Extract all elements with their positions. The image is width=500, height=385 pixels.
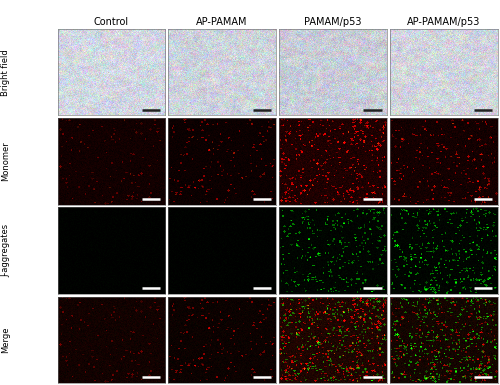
Text: Bright field: Bright field — [1, 49, 10, 95]
Text: AP-PAMAM/p53: AP-PAMAM/p53 — [407, 17, 480, 27]
Text: Merge: Merge — [1, 326, 10, 353]
Text: J-aggregates: J-aggregates — [1, 224, 10, 277]
Text: AP-PAMAM: AP-PAMAM — [196, 17, 248, 27]
Text: PAMAM/p53: PAMAM/p53 — [304, 17, 362, 27]
Text: Control: Control — [94, 17, 129, 27]
Text: Monomer: Monomer — [1, 142, 10, 181]
